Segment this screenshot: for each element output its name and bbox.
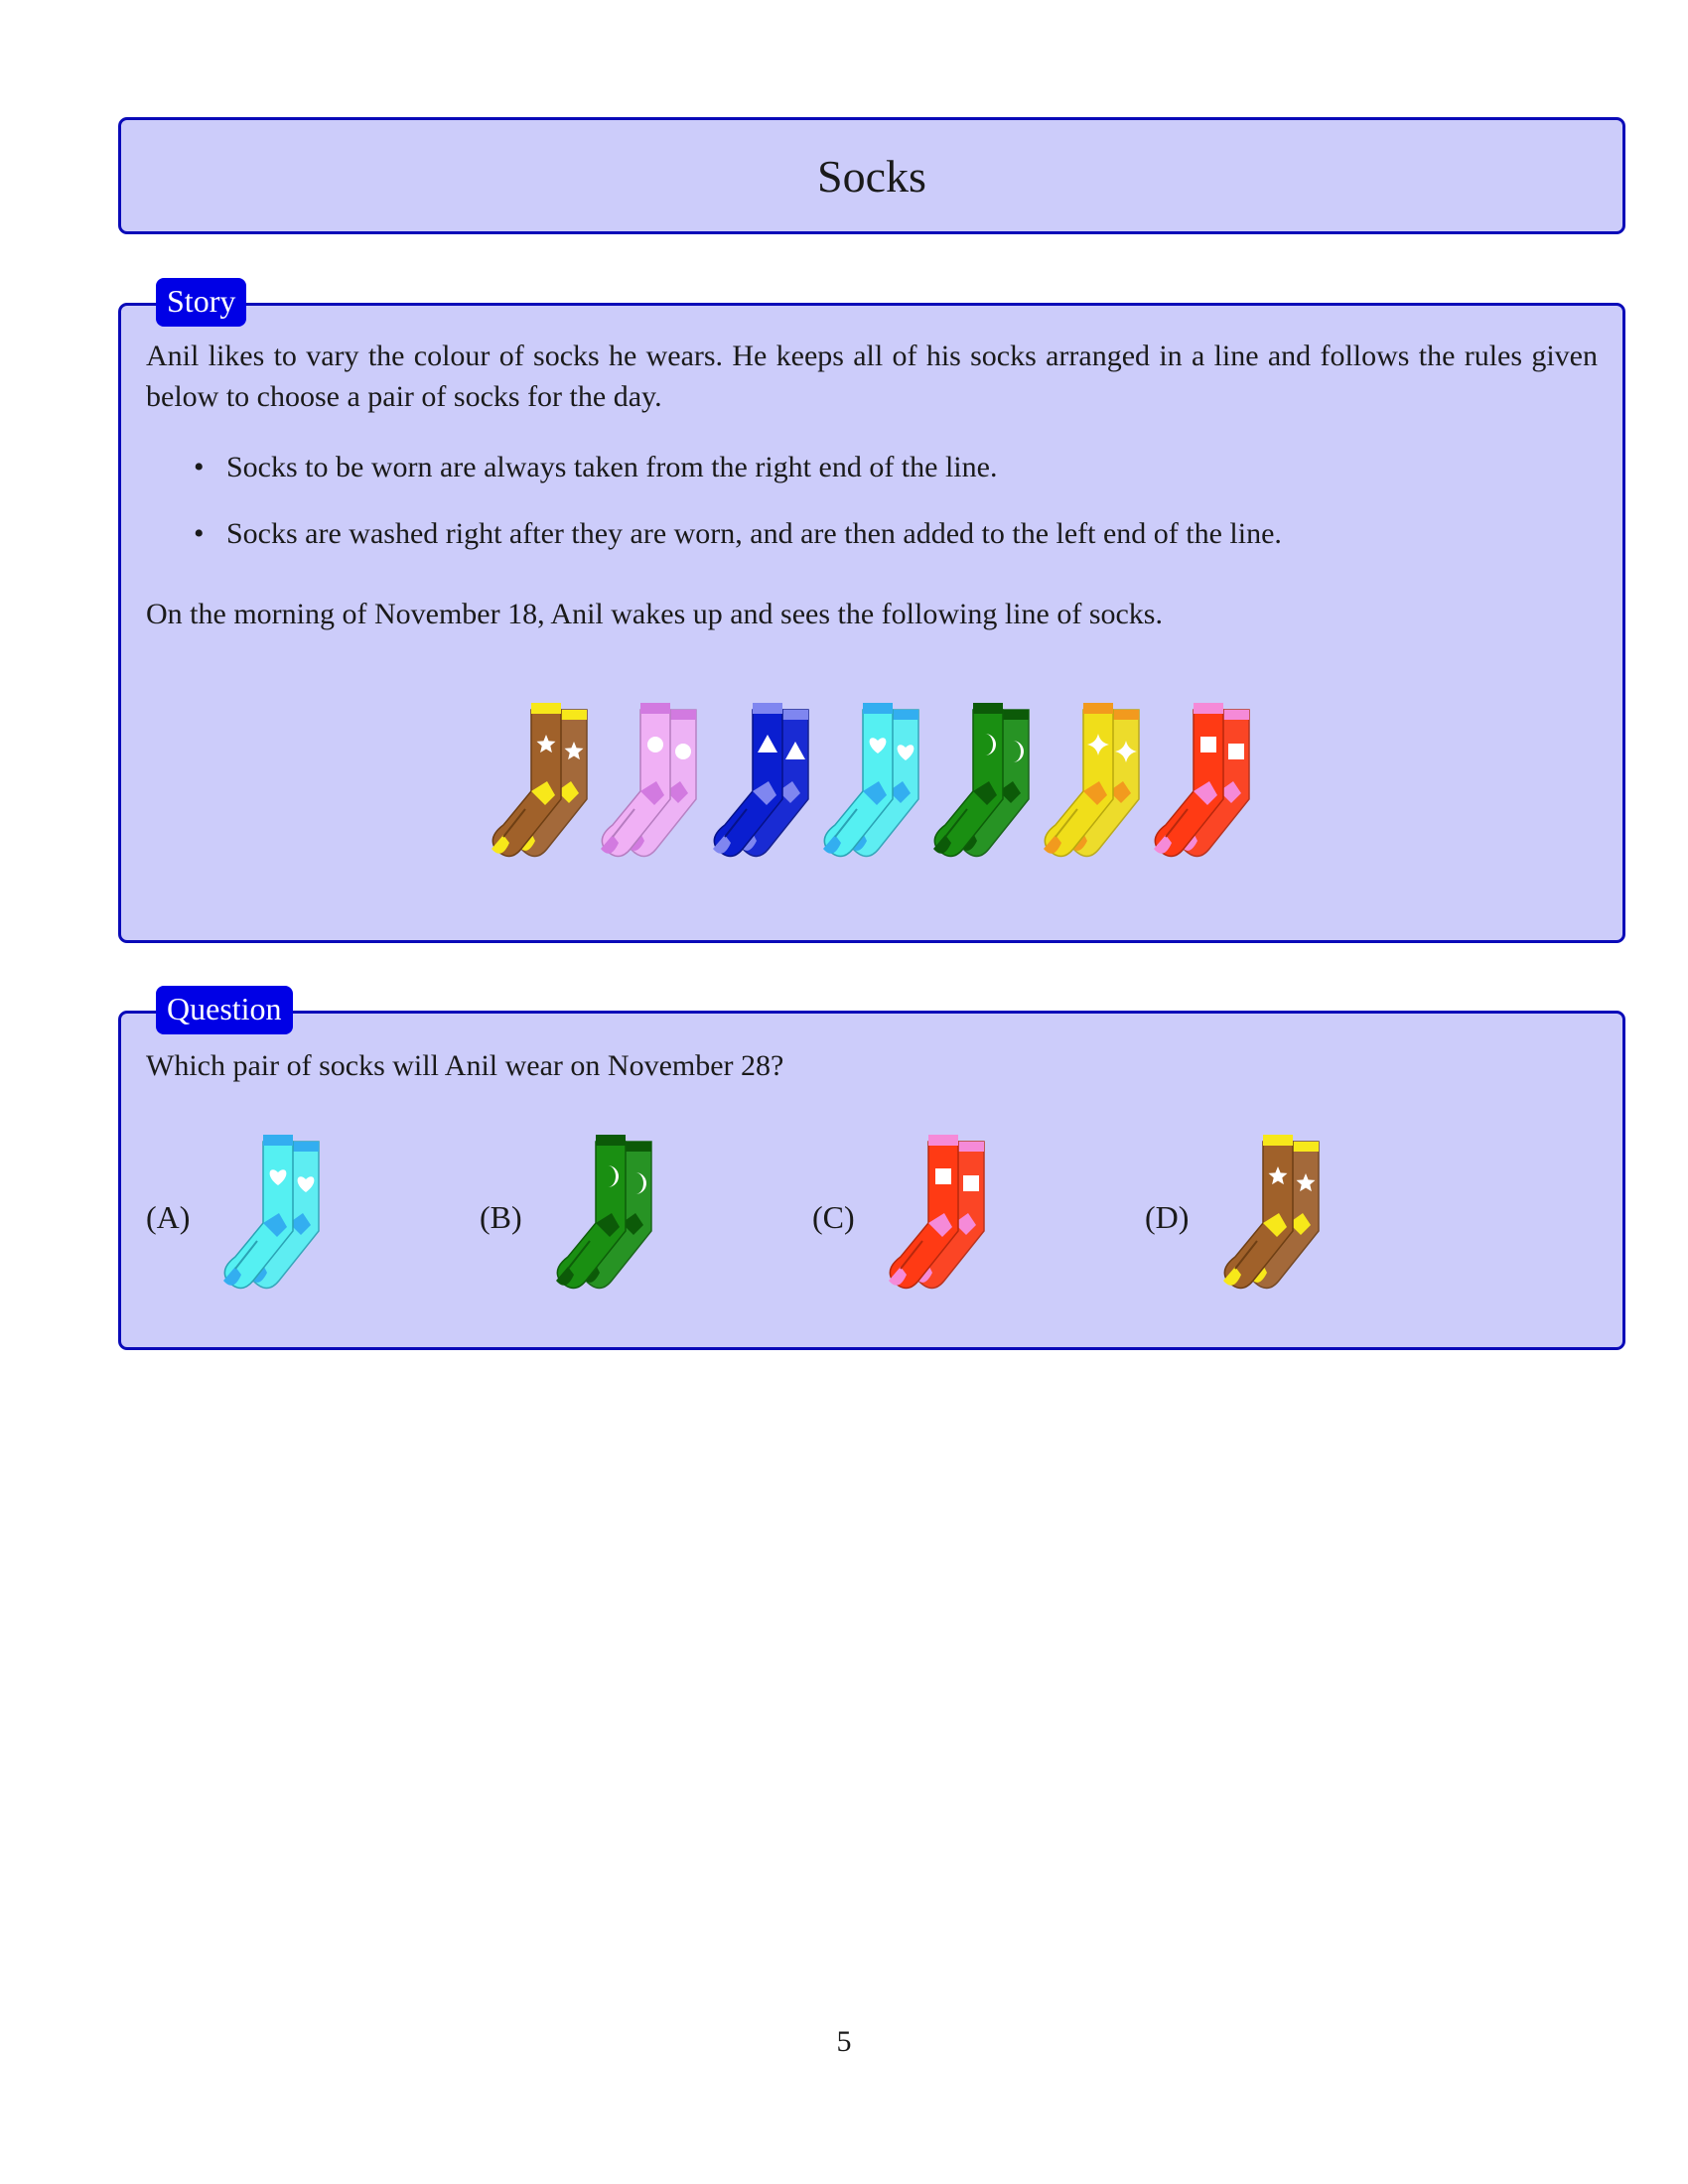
option-b-label[interactable]: (B) — [480, 1199, 522, 1235]
option-c-label[interactable]: (C) — [812, 1199, 855, 1235]
page-title: Socks — [817, 150, 926, 202]
rule-item: Socks to be worn are always taken from t… — [194, 447, 1282, 487]
option-d-sock-icon[interactable] — [1223, 1132, 1323, 1310]
sock-pair-icon — [601, 703, 697, 858]
page-number: 5 — [836, 2025, 852, 2058]
option-a-label[interactable]: (A) — [146, 1199, 191, 1235]
option-d-label[interactable]: (D) — [1145, 1199, 1190, 1235]
sock-pair-icon — [933, 703, 1030, 858]
sock-pair-icon — [1154, 703, 1250, 858]
option-c-sock-icon[interactable] — [889, 1132, 988, 1310]
story-paragraph-1: Anil likes to vary the colour of socks h… — [146, 340, 1598, 413]
rule-item: Socks are washed right after they are wo… — [194, 513, 1282, 554]
question-tab: Question — [156, 986, 293, 1034]
sock-pair-icon — [823, 703, 919, 858]
sock-pair-icon — [492, 703, 588, 858]
option-b-sock-icon[interactable] — [556, 1132, 655, 1310]
title-box: Socks — [118, 117, 1625, 234]
rules-list: Socks to be worn are always taken from t… — [194, 447, 1282, 580]
sock-pair-icon — [713, 703, 809, 858]
question-box — [118, 1011, 1625, 1350]
story-tab: Story — [156, 278, 247, 327]
story-paragraph-2: On the morning of November 18, Anil wake… — [146, 598, 1163, 630]
option-a-sock-icon[interactable] — [223, 1132, 323, 1310]
question-text: Which pair of socks will Anil wear on No… — [146, 1049, 784, 1082]
sock-line — [0, 700, 1688, 888]
sock-pair-icon — [1044, 703, 1140, 858]
